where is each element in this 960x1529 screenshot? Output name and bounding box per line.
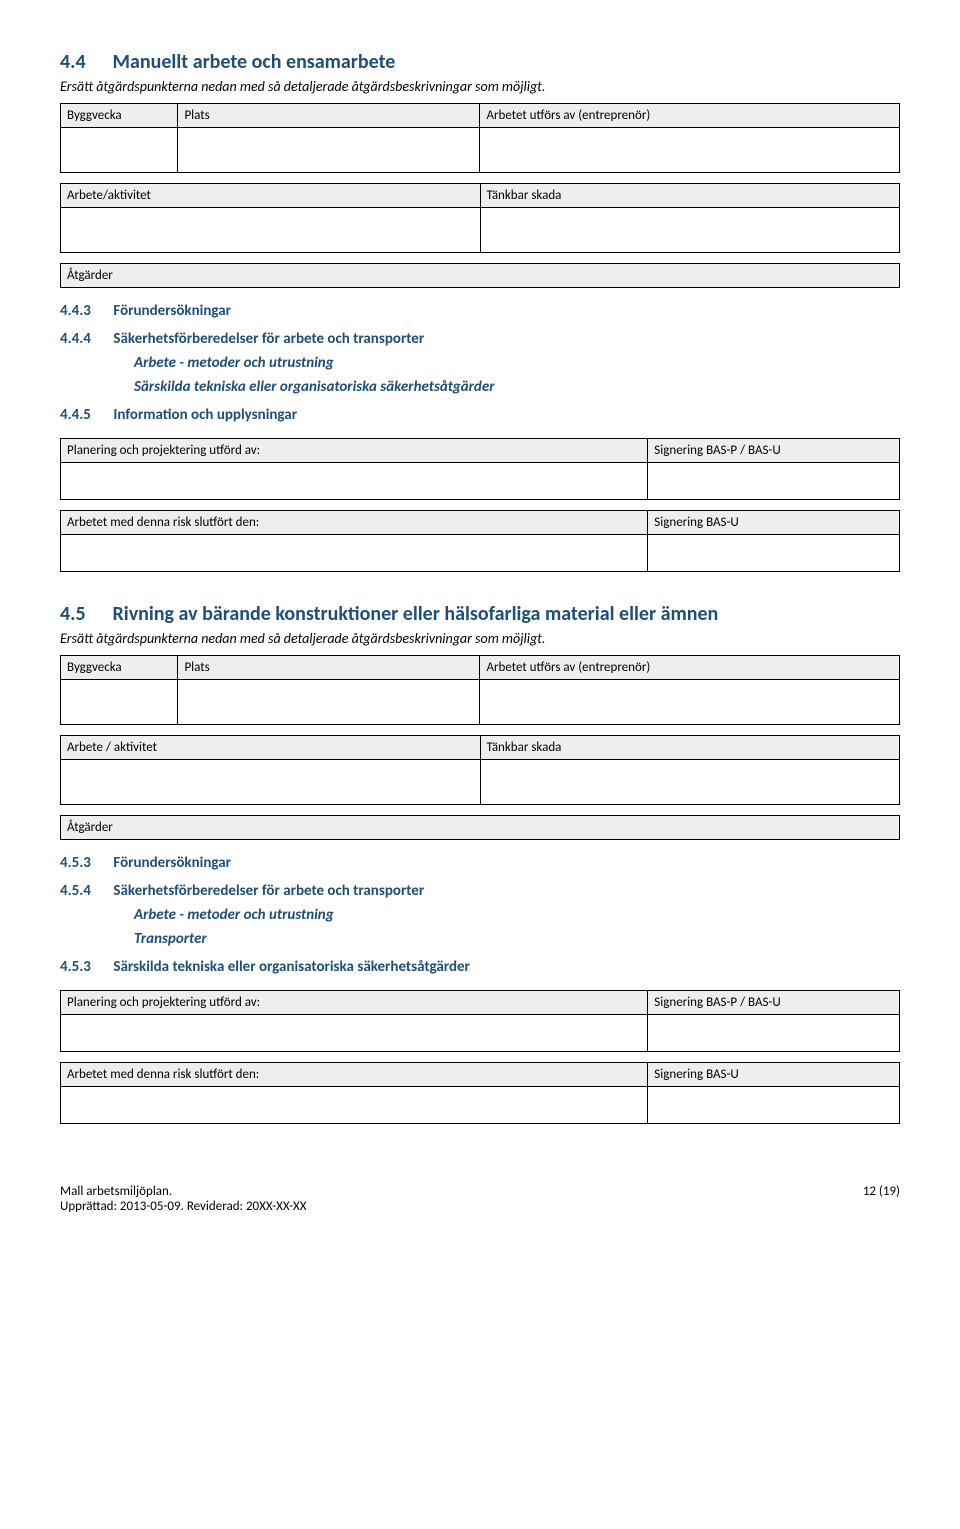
subsection-title: Säkerhetsförberedelser för arbete och tr… bbox=[113, 882, 424, 900]
cell-empty bbox=[61, 463, 648, 500]
subsection: 4.4.4 Säkerhetsförberedelser för arbete … bbox=[60, 330, 900, 348]
col-arbete: Arbete/aktivitet bbox=[61, 184, 481, 208]
footer-dates: Upprättad: 2013-05-09. Reviderad: 20XX-X… bbox=[60, 1199, 307, 1214]
col-plats: Plats bbox=[178, 656, 480, 680]
col-planering: Planering och projektering utförd av: bbox=[61, 439, 648, 463]
col-entreprenor: Arbetet utförs av (entreprenör) bbox=[480, 104, 900, 128]
cell-empty bbox=[61, 208, 481, 253]
subsection-title: Särskilda tekniska eller organisatoriska… bbox=[113, 958, 469, 976]
cell-empty bbox=[648, 1087, 900, 1124]
table-byggvecka-plats: Byggvecka Plats Arbetet utförs av (entre… bbox=[60, 655, 900, 725]
col-arbete: Arbete / aktivitet bbox=[61, 736, 481, 760]
col-atgarder: Åtgärder bbox=[61, 816, 900, 840]
col-byggvecka: Byggvecka bbox=[61, 656, 178, 680]
cell-empty bbox=[648, 463, 900, 500]
col-entreprenor: Arbetet utförs av (entreprenör) bbox=[480, 656, 900, 680]
subsection-title: Information och upplysningar bbox=[113, 406, 297, 424]
col-signering: Signering BAS-P / BAS-U bbox=[648, 439, 900, 463]
col-slutfort: Arbetet med denna risk slutfört den: bbox=[61, 1063, 648, 1087]
subsection-number: 4.4.4 bbox=[60, 330, 110, 348]
subsection-number: 4.5.3 bbox=[60, 958, 110, 976]
subsection-italic: Transporter bbox=[134, 930, 900, 948]
subsection-italic: Arbete - metoder och utrustning bbox=[134, 354, 900, 372]
subsection-number: 4.5.4 bbox=[60, 882, 110, 900]
subsection-italic: Arbete - metoder och utrustning bbox=[134, 906, 900, 924]
cell-empty bbox=[61, 680, 178, 725]
subsection: 4.5.3 Särskilda tekniska eller organisat… bbox=[60, 958, 900, 976]
subsection-list: 4.5.3 Förundersökningar 4.5.4 Säkerhetsf… bbox=[60, 854, 900, 976]
cell-empty bbox=[648, 535, 900, 572]
col-skada: Tänkbar skada bbox=[480, 736, 900, 760]
cell-empty bbox=[61, 760, 481, 805]
section-heading: 4.4 Manuellt arbete och ensamarbete bbox=[60, 50, 900, 74]
cell-empty bbox=[480, 128, 900, 173]
subsection-number: 4.4.5 bbox=[60, 406, 110, 424]
subsection: 4.5.4 Säkerhetsförberedelser för arbete … bbox=[60, 882, 900, 900]
table-atgarder: Åtgärder bbox=[60, 263, 900, 288]
col-signering: Signering BAS-U bbox=[648, 1063, 900, 1087]
subsection-italic: Särskilda tekniska eller organisatoriska… bbox=[134, 378, 900, 396]
cell-empty bbox=[480, 208, 900, 253]
subsection-number: 4.5.3 bbox=[60, 854, 110, 872]
col-planering: Planering och projektering utförd av: bbox=[61, 991, 648, 1015]
table-arbete-skada: Arbete/aktivitet Tänkbar skada bbox=[60, 183, 900, 253]
subsection: 4.4.3 Förundersökningar bbox=[60, 302, 900, 320]
table-planering: Planering och projektering utförd av: Si… bbox=[60, 438, 900, 500]
col-atgarder: Åtgärder bbox=[61, 264, 900, 288]
cell-empty bbox=[648, 1015, 900, 1052]
col-slutfort: Arbetet med denna risk slutfört den: bbox=[61, 511, 648, 535]
cell-empty bbox=[61, 535, 648, 572]
cell-empty bbox=[480, 760, 900, 805]
subsection-title: Förundersökningar bbox=[113, 854, 231, 872]
section-title: Manuellt arbete och ensamarbete bbox=[113, 50, 396, 74]
subsection-number: 4.4.3 bbox=[60, 302, 110, 320]
cell-empty bbox=[61, 128, 178, 173]
col-plats: Plats bbox=[178, 104, 480, 128]
table-slutfort: Arbetet med denna risk slutfört den: Sig… bbox=[60, 1062, 900, 1124]
section-title: Rivning av bärande konstruktioner eller … bbox=[113, 602, 719, 626]
footer-page: 12 (19) bbox=[863, 1184, 900, 1214]
section-heading: 4.5 Rivning av bärande konstruktioner el… bbox=[60, 602, 900, 626]
subsection-title: Förundersökningar bbox=[113, 302, 231, 320]
table-planering: Planering och projektering utförd av: Si… bbox=[60, 990, 900, 1052]
cell-empty bbox=[178, 128, 480, 173]
footer-title: Mall arbetsmiljöplan. bbox=[60, 1184, 307, 1199]
section-number: 4.4 bbox=[60, 50, 108, 74]
col-signering: Signering BAS-P / BAS-U bbox=[648, 991, 900, 1015]
cell-empty bbox=[61, 1015, 648, 1052]
table-slutfort: Arbetet med denna risk slutfört den: Sig… bbox=[60, 510, 900, 572]
section-instruction: Ersätt åtgärdspunkterna nedan med så det… bbox=[60, 78, 900, 95]
subsection: 4.4.5 Information och upplysningar bbox=[60, 406, 900, 424]
section-number: 4.5 bbox=[60, 602, 108, 626]
subsection-list: 4.4.3 Förundersökningar 4.4.4 Säkerhetsf… bbox=[60, 302, 900, 424]
subsection-title: Säkerhetsförberedelser för arbete och tr… bbox=[113, 330, 424, 348]
table-arbete-skada: Arbete / aktivitet Tänkbar skada bbox=[60, 735, 900, 805]
table-byggvecka-plats: Byggvecka Plats Arbetet utförs av (entre… bbox=[60, 103, 900, 173]
cell-empty bbox=[61, 1087, 648, 1124]
page-footer: Mall arbetsmiljöplan. Upprättad: 2013-05… bbox=[60, 1184, 900, 1214]
cell-empty bbox=[178, 680, 480, 725]
footer-left: Mall arbetsmiljöplan. Upprättad: 2013-05… bbox=[60, 1184, 307, 1214]
col-skada: Tänkbar skada bbox=[480, 184, 900, 208]
cell-empty bbox=[480, 680, 900, 725]
col-byggvecka: Byggvecka bbox=[61, 104, 178, 128]
section-instruction: Ersätt åtgärdspunkterna nedan med så det… bbox=[60, 630, 900, 647]
col-signering: Signering BAS-U bbox=[648, 511, 900, 535]
table-atgarder: Åtgärder bbox=[60, 815, 900, 840]
subsection: 4.5.3 Förundersökningar bbox=[60, 854, 900, 872]
